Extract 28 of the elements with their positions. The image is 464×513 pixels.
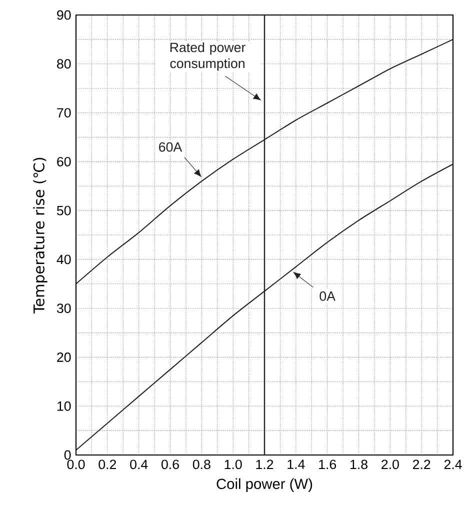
x-tick-label: 2.4: [444, 460, 462, 470]
x-tick-label: 2.2: [412, 460, 430, 470]
ref-line-label: Rated power consumption: [170, 42, 246, 71]
y-tick-label: 10: [57, 401, 71, 411]
y-tick-label: 60: [57, 156, 71, 166]
x-tick-label: 0.6: [162, 460, 179, 470]
x-tick-label: 1.6: [319, 460, 336, 470]
y-tick-label: 90: [57, 10, 71, 20]
x-tick-label: 2.0: [382, 460, 399, 470]
y-tick-label: 30: [56, 304, 71, 314]
y-axis-title: Temperature rise (℃): [33, 158, 48, 314]
y-tick-label: 0: [64, 450, 71, 460]
y-tick-label: 70: [57, 108, 71, 118]
y-tick-label: 20: [57, 352, 71, 362]
x-tick-label: 1.0: [224, 460, 242, 470]
text: 60A: [159, 142, 182, 152]
x-axis-title: Coil power (W): [216, 478, 312, 492]
x-tick-label: 1.2: [256, 460, 274, 470]
x-tick-label: 0.4: [130, 460, 148, 470]
x-tick-label: 0.2: [98, 460, 116, 470]
y-tick-label: 50: [57, 206, 71, 216]
y-tick-label: 40: [56, 254, 71, 264]
x-tick-label: 0.8: [192, 460, 210, 470]
text: 0A: [320, 291, 336, 301]
x-tick-label: 1.4: [288, 460, 305, 469]
y-tick-label: 80: [57, 59, 71, 69]
x-tick-label: 1.8: [350, 460, 368, 470]
x-tick-label: 0.0: [67, 460, 85, 470]
